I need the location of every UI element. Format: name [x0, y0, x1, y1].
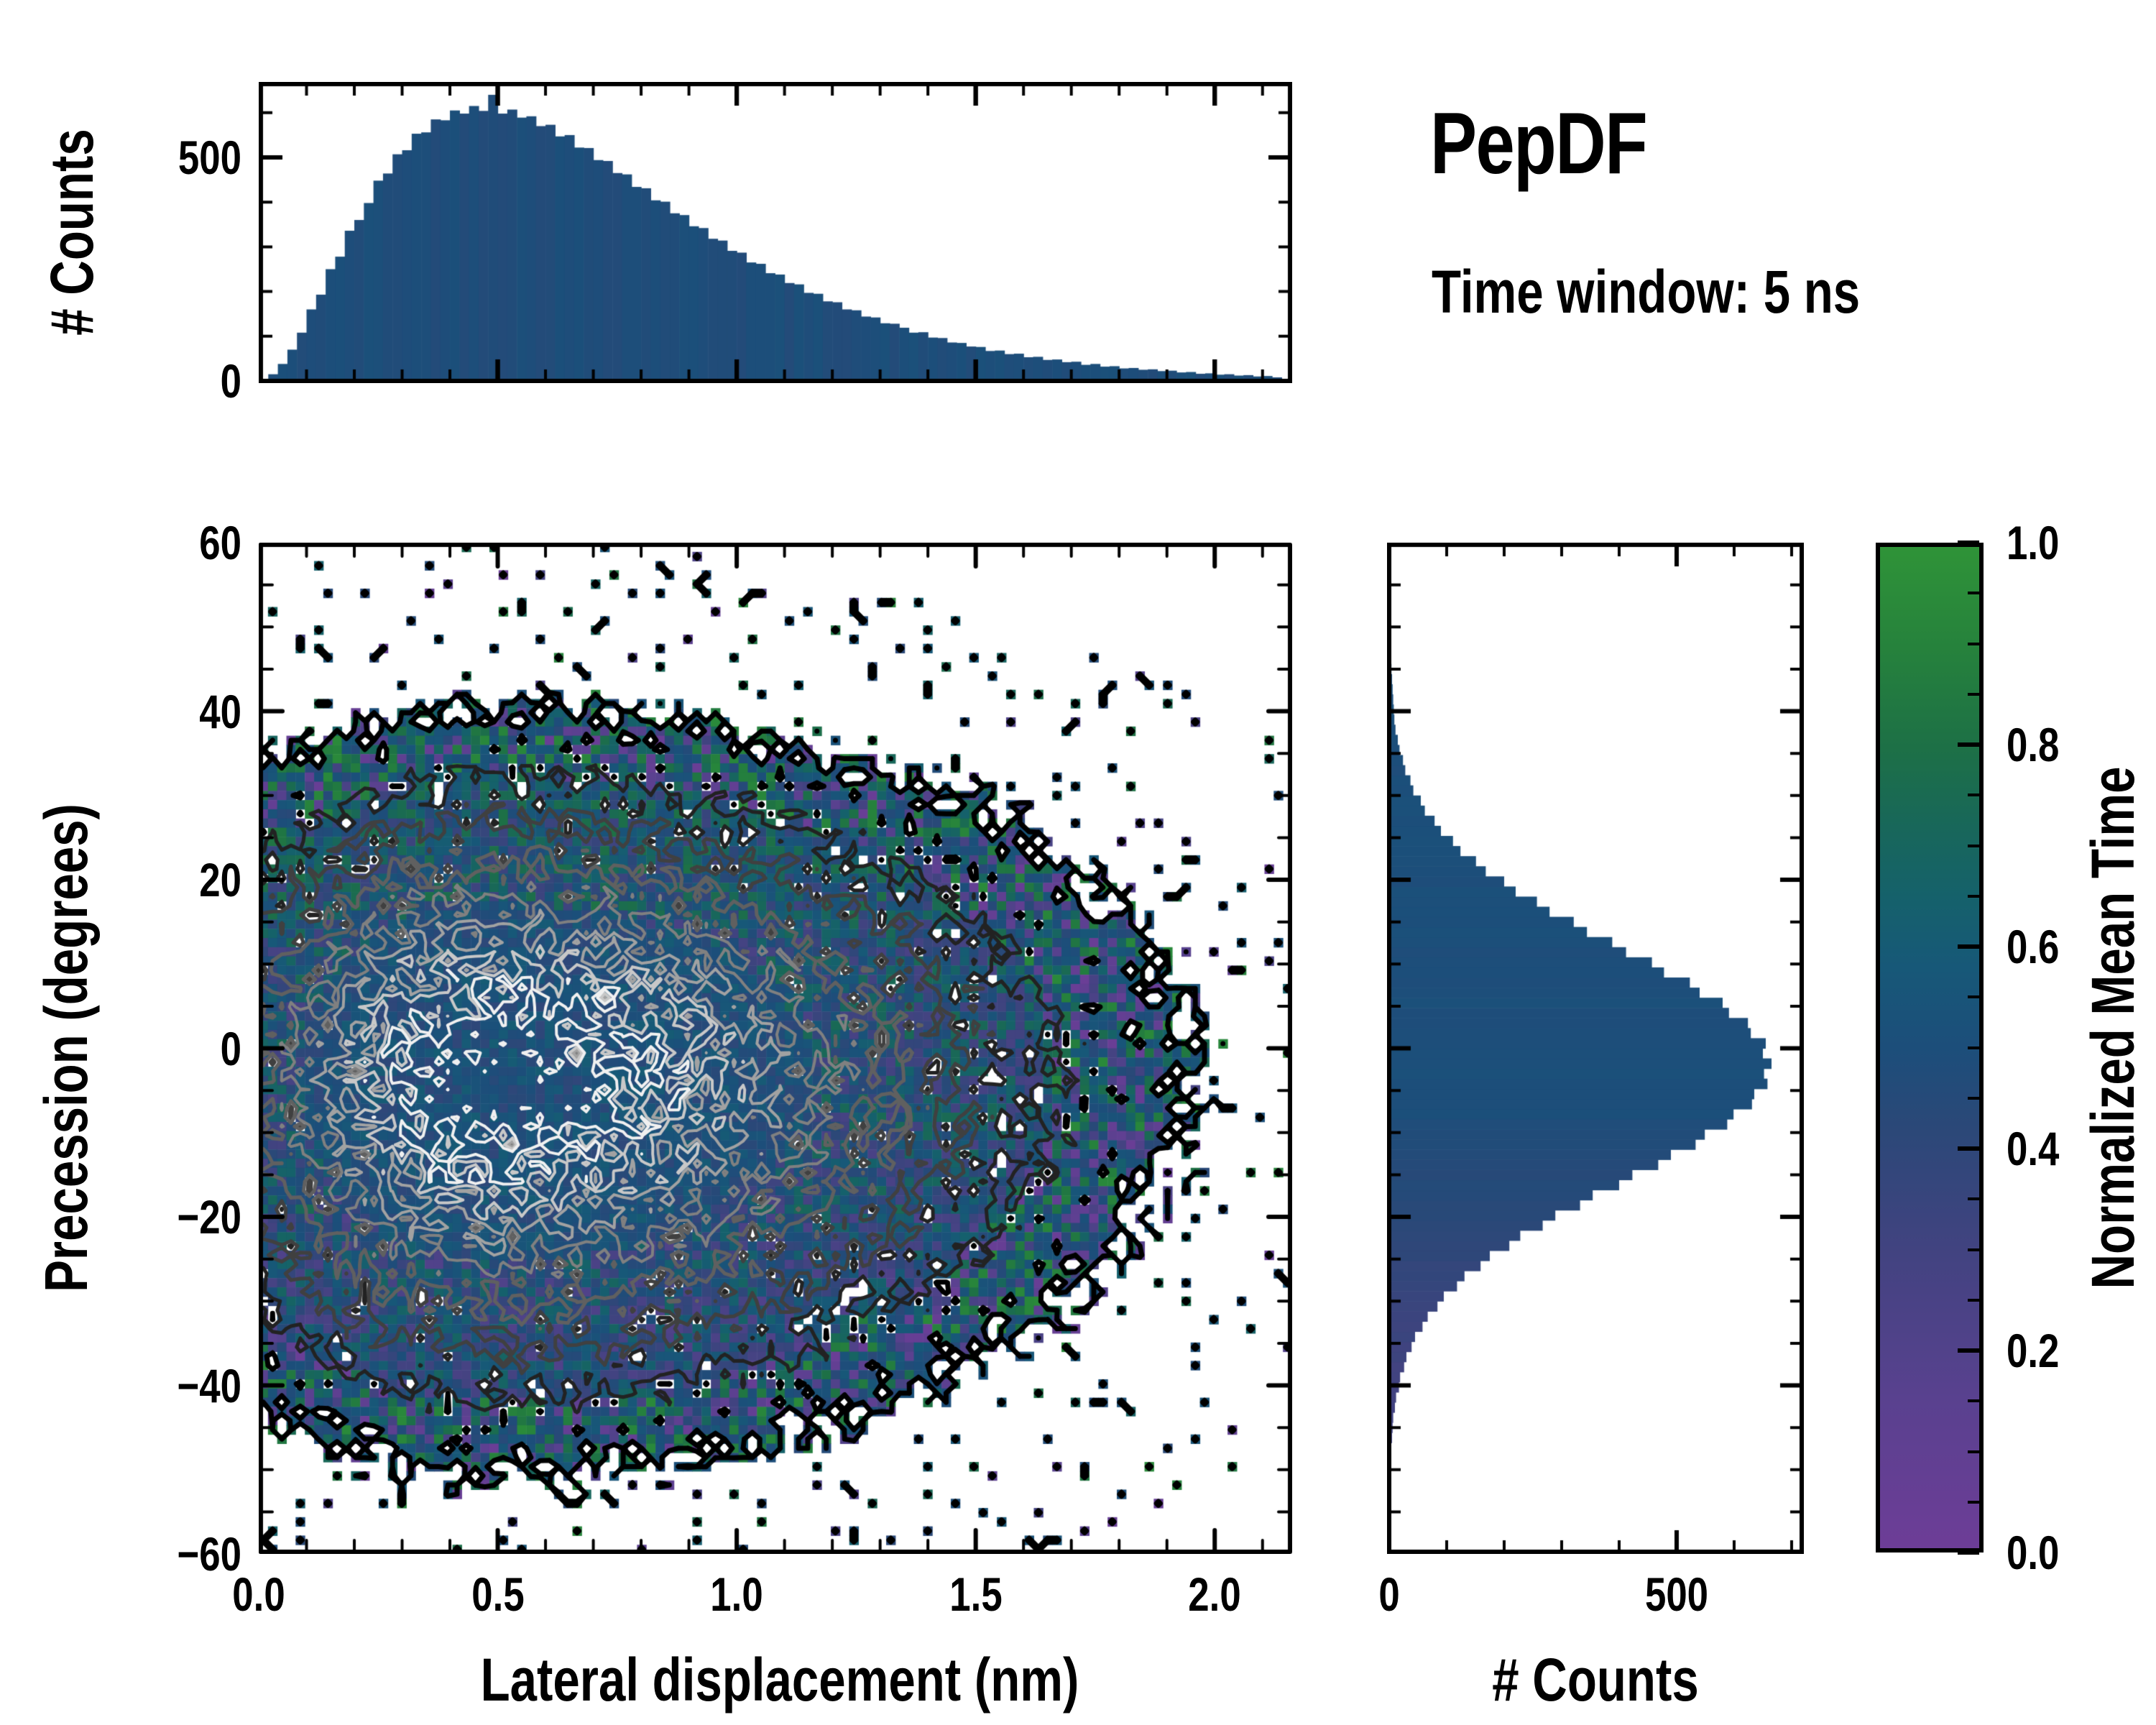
right-histogram-canvas: [1387, 543, 1804, 1554]
tick-label: 0: [220, 1021, 241, 1075]
tick-label: 0: [220, 354, 241, 408]
colorbar-tick: [1968, 995, 1979, 999]
colorbar-tick: [1968, 692, 1979, 696]
tick-label: 0.0: [2007, 1526, 2060, 1579]
main-ylabel: Precession (degrees): [32, 804, 100, 1292]
tick-label: −40: [177, 1358, 241, 1412]
main-xlabel: Lateral displacement (nm): [480, 1646, 1079, 1714]
tick-label: 2.0: [1188, 1568, 1241, 1621]
tick-label: 0.0: [232, 1568, 285, 1621]
colorbar-tick: [1968, 1046, 1979, 1049]
tick-label: 500: [178, 131, 241, 184]
tick-label: 0: [1378, 1568, 1400, 1621]
tick-label: 500: [1644, 1568, 1709, 1621]
figure-title: PepDF: [1430, 94, 1648, 192]
tick-label: 0.2: [2007, 1324, 2060, 1377]
tick-label: 0.8: [2007, 718, 2060, 771]
colorbar-tick: [1958, 1550, 1979, 1555]
colorbar-tick: [1958, 540, 1979, 545]
tick-label: 1.0: [710, 1568, 763, 1621]
colorbar-tick: [1968, 1450, 1979, 1453]
colorbar-tick: [1968, 592, 1979, 595]
colorbar-tick: [1968, 1500, 1979, 1504]
colorbar-tick: [1958, 742, 1979, 747]
colorbar-tick: [1958, 1146, 1979, 1151]
tick-label: 60: [199, 516, 241, 569]
right-hist-xlabel: # Counts: [1492, 1646, 1699, 1714]
colorbar-tick: [1958, 1348, 1979, 1353]
heatmap-canvas: [259, 543, 1292, 1554]
tick-label: 20: [199, 853, 241, 906]
colorbar-tick: [1968, 1248, 1979, 1251]
colorbar-label: Normalized Mean Time: [2079, 766, 2147, 1289]
tick-label: 0.5: [471, 1568, 525, 1621]
figure-subtitle: Time window: 5 ns: [1432, 258, 1861, 326]
tick-label: 1.5: [949, 1568, 1003, 1621]
colorbar-tick: [1968, 1298, 1979, 1302]
tick-label: 0.6: [2007, 920, 2060, 973]
tick-label: −60: [177, 1527, 241, 1581]
colorbar-tick: [1958, 944, 1979, 949]
colorbar-tick: [1968, 642, 1979, 645]
colorbar-tick: [1968, 794, 1979, 797]
colorbar: [1876, 543, 1984, 1552]
top-hist-ylabel: # Counts: [38, 129, 106, 336]
tick-label: 40: [199, 684, 241, 738]
tick-label: 1.0: [2007, 516, 2060, 569]
colorbar-tick: [1968, 894, 1979, 898]
top-histogram-canvas: [259, 82, 1292, 383]
colorbar-tick: [1968, 1096, 1979, 1100]
colorbar-tick: [1968, 844, 1979, 847]
colorbar-tick: [1968, 1399, 1979, 1403]
tick-label: −20: [177, 1190, 241, 1243]
colorbar-tick: [1968, 1197, 1979, 1201]
tick-label: 0.4: [2007, 1122, 2060, 1175]
